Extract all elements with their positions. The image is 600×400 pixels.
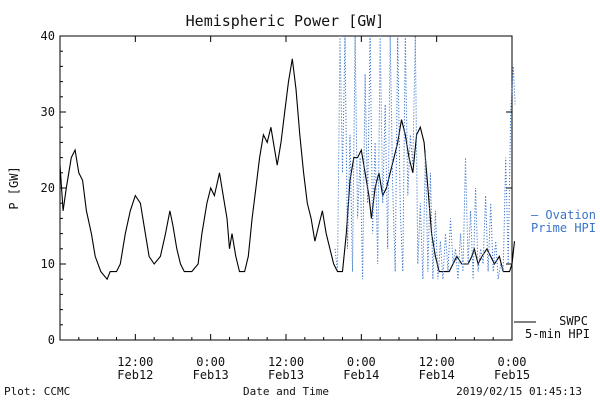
y-axis-label: P [GW] [7,166,21,209]
legend-swpc-line2: 5-min HPI [525,327,590,341]
y-tick-label: 0 [48,333,55,347]
x-tick-date-label: Feb13 [193,368,229,382]
y-tick-label: 30 [41,105,55,119]
x-tick-time-label: 12:00 [117,355,153,369]
series-layer [59,35,516,281]
x-tick-time-label: 0:00 [347,355,376,369]
plot-source: Plot: CCMC [4,385,70,398]
x-axis-label: Date and Time [243,385,329,398]
x-tick-date-label: Feb14 [419,368,455,382]
y-tick-label: 10 [41,257,55,271]
plot-frame [59,35,513,341]
y-tick-label: 40 [41,29,55,43]
chart-title: Hemispheric Power [GW] [186,12,385,30]
x-tick-time-label: 12:00 [419,355,455,369]
legend-ovation-line2: Prime HPI [531,221,596,235]
x-tick-time-label: 0:00 [196,355,225,369]
plot-timestamp: 2019/02/15 01:45:13 [456,385,582,398]
x-tick-date-label: Feb15 [494,368,530,382]
legend-swpc-line1: SWPC [559,314,588,328]
x-axis: 12:00Feb120:00Feb1312:00Feb130:00Feb1412… [78,36,530,382]
y-tick-label: 20 [41,181,55,195]
x-tick-time-label: 12:00 [268,355,304,369]
x-tick-date-label: Feb13 [268,368,304,382]
series-swpc-line [59,58,516,281]
x-tick-date-label: Feb14 [343,368,379,382]
x-tick-date-label: Feb12 [117,368,153,382]
x-tick-time-label: 0:00 [498,355,527,369]
y-axis: 0 10 20 30 40 [41,29,512,347]
legend-ovation-line1: — Ovation [531,208,596,222]
legend: — Ovation Prime HPI SWPC 5-min HPI [514,208,596,341]
